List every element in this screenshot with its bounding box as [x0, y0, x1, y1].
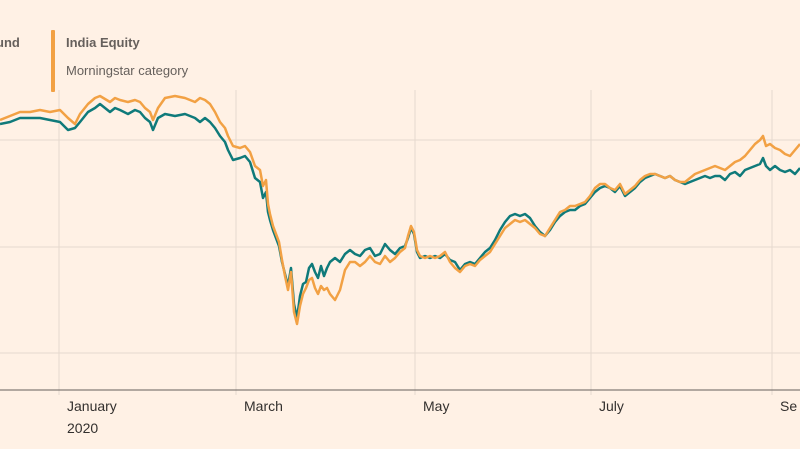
x-tick-label-january: January	[67, 398, 117, 414]
x-tick-label-year: 2020	[67, 420, 99, 436]
x-tick-label-september: Se	[780, 398, 798, 414]
series-lines	[0, 94, 800, 326]
legend-india-equity-label: India Equity	[66, 35, 140, 50]
x-axis-ticks	[0, 90, 800, 395]
x-tick-label-may: May	[423, 398, 450, 414]
legend-fund-label: und	[0, 35, 20, 50]
x-tick-label-july: July	[599, 398, 624, 414]
legend-india-equity-subtitle: Morningstar category	[66, 63, 189, 78]
series-line-0	[0, 102, 800, 320]
gridlines	[0, 139, 800, 354]
legend-india-equity-swatch	[51, 30, 55, 92]
series-line-1	[0, 94, 800, 326]
x-tick-label-march: March	[244, 398, 283, 414]
